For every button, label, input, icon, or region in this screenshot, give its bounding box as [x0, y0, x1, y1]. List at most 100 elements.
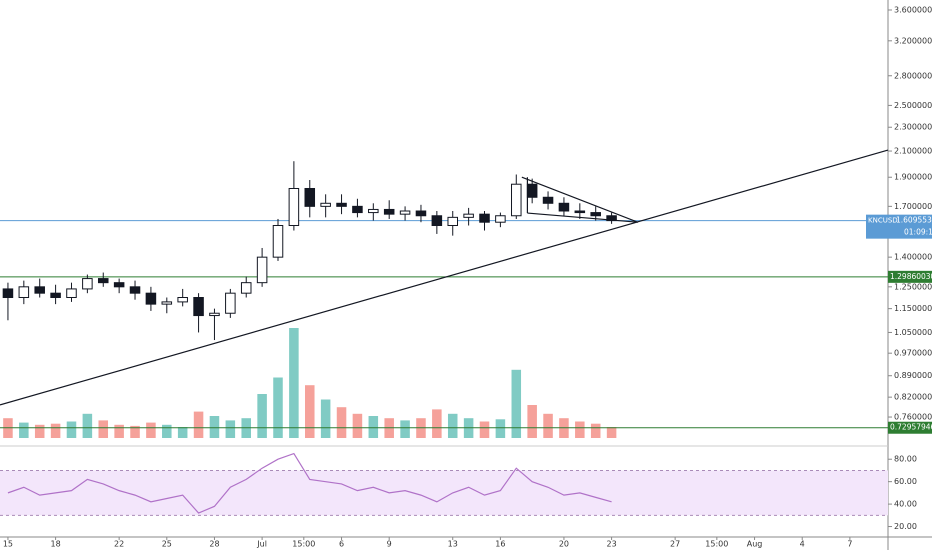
volume-bar: [495, 419, 506, 438]
volume-bar: [114, 424, 124, 438]
x-tick-label: 7: [847, 540, 852, 549]
candle-body: [336, 202, 347, 207]
candle-body: [272, 225, 284, 258]
candle-body: [113, 282, 125, 288]
candle-body: [542, 196, 554, 204]
volume-bar: [527, 405, 537, 438]
volume-bar: [320, 399, 331, 438]
rsi-tick-label: 40.00: [894, 500, 917, 509]
volume-bar: [575, 421, 585, 438]
candle-body: [288, 187, 300, 227]
y-tick-label: 3.20000000: [894, 36, 932, 45]
volume-bar: [336, 407, 347, 438]
rsi-band: [0, 470, 888, 516]
volume-bar: [162, 424, 172, 438]
countdown-label: 01:09:17: [904, 228, 932, 237]
volume-bar: [606, 427, 617, 438]
x-tick-label: 9: [387, 540, 392, 549]
volume-bar: [352, 413, 363, 438]
x-tick-label: 4: [800, 540, 805, 549]
x-tick-label: 18: [51, 540, 61, 549]
y-tick-label: 0.97000000: [894, 349, 932, 358]
candle-body: [526, 183, 538, 198]
x-tick-label: 25: [162, 540, 172, 549]
candle-body: [18, 286, 30, 299]
trendline: [521, 176, 639, 223]
candle-body: [558, 202, 570, 212]
y-tick-label: 1.90000000: [894, 173, 932, 182]
x-tick-label: Jul: [256, 540, 267, 549]
candle-body: [66, 288, 77, 299]
price-label: 1.29860030: [890, 272, 932, 281]
candle-body: [495, 215, 506, 223]
candle-body: [368, 208, 379, 214]
candle-body: [161, 301, 173, 305]
volume-bar: [177, 427, 188, 438]
x-tick-label: 15:00: [292, 540, 315, 549]
volume-bar: [66, 421, 77, 438]
candle-body: [606, 215, 617, 222]
candle-body: [129, 286, 141, 294]
volume-bar: [209, 416, 220, 438]
volume-bar: [19, 422, 29, 438]
candle-body: [590, 212, 601, 217]
price-label-box: [888, 421, 932, 434]
y-tick-label: 2.50000000: [894, 101, 932, 110]
candle-body: [209, 312, 220, 317]
volume-bar: [590, 423, 601, 438]
symbol-label-box: [866, 214, 932, 239]
volume-bar: [447, 413, 458, 438]
candle-body: [447, 216, 459, 227]
rsi-tick-label: 80.00: [894, 455, 917, 464]
volume-bar: [543, 413, 553, 438]
price-label: 1.60955346: [896, 216, 932, 225]
x-tick-label: 15: [3, 540, 13, 549]
volume-bar: [146, 422, 156, 438]
volume-bar: [257, 394, 267, 438]
x-tick-label: 28: [209, 540, 219, 549]
volume-bar: [34, 424, 45, 438]
candle-body: [463, 213, 474, 218]
y-tick-label: 2.80000000: [894, 71, 932, 80]
volume-bar: [98, 420, 109, 438]
x-tick-label: 27: [670, 540, 680, 549]
price-label: 0.72957946: [890, 423, 932, 432]
volume-bar: [432, 409, 442, 438]
candle-body: [415, 210, 427, 217]
candle-body: [145, 292, 157, 305]
y-tick-label: 1.40000000: [894, 253, 932, 262]
candle-body: [511, 183, 522, 217]
volume-bar: [82, 413, 93, 438]
volume-bar: [273, 377, 283, 438]
candle-body: [225, 292, 236, 314]
volume-bar: [368, 416, 379, 438]
y-tick-label: 1.25000000: [894, 282, 932, 291]
price-label-box: [888, 270, 932, 283]
candle-body: [177, 297, 188, 303]
y-tick-label: 2.10000000: [894, 147, 932, 156]
rsi-tick-label: 20.00: [894, 522, 917, 531]
trendline: [527, 212, 638, 223]
volume-bar: [305, 385, 315, 438]
candle-body: [479, 213, 490, 223]
y-tick-label: 0.76000000: [894, 413, 932, 422]
candle-body: [320, 202, 331, 207]
volume-bar: [225, 420, 236, 438]
y-tick-label: 3.60000000: [894, 5, 932, 14]
y-tick-label: 1.15000000: [894, 304, 932, 313]
candle-body: [352, 205, 363, 214]
candle-body: [2, 288, 14, 299]
candle-body: [431, 215, 443, 227]
volume-bar: [193, 411, 204, 438]
y-tick-label: 1.70000000: [894, 202, 932, 211]
candle-body: [97, 278, 109, 284]
rsi-tick-label: 60.00: [894, 477, 917, 486]
volume-bar: [50, 423, 61, 438]
x-tick-label: 23: [606, 540, 616, 549]
candle-body: [256, 256, 268, 284]
y-tick-label: 0.89000000: [894, 371, 932, 380]
volume-bar: [289, 328, 299, 438]
candle-body: [193, 297, 204, 317]
candle-body: [82, 278, 93, 290]
volume-bar: [130, 425, 140, 438]
